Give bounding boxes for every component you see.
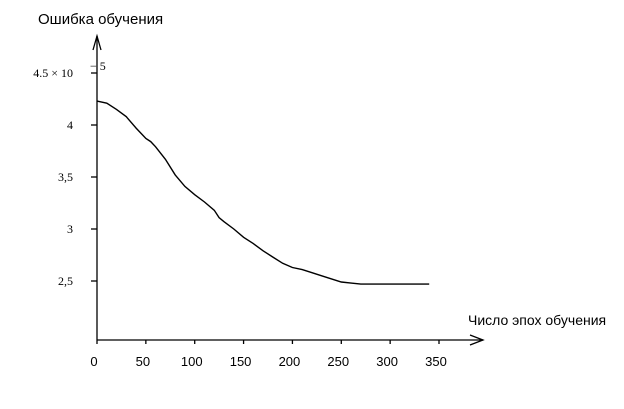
y-axis: [92, 33, 102, 340]
x-tick-label: 100: [181, 354, 203, 369]
x-tick-label: 50: [136, 354, 150, 369]
x-tick-label: 150: [230, 354, 252, 369]
series-line: [96, 100, 430, 285]
x-tick-labels: 0 50 100 150 200 250 300 350: [90, 340, 447, 369]
y-exponent-label: − 5: [90, 59, 106, 73]
x-tick-label: 0: [90, 354, 97, 369]
y-tick-label: 2,5: [58, 274, 73, 288]
x-tick-label: 250: [327, 354, 349, 369]
y-axis-title: Ошибка обучения: [38, 11, 163, 28]
x-tick-label: 350: [425, 354, 447, 369]
y-axis-arrow-icon: [92, 33, 102, 51]
y-tick-labels: 2,5 3 3,5 4 4.5 × 10: [33, 66, 97, 288]
y-tick-label: 3,5: [58, 170, 73, 184]
y-tick-label: 3: [67, 222, 73, 236]
x-tick-label: 300: [376, 354, 398, 369]
x-tick-label: 200: [279, 354, 301, 369]
series-layer: [96, 100, 430, 285]
y-tick-label: 4: [67, 118, 73, 132]
x-axis: [97, 334, 485, 346]
x-axis-title: Число эпох обучения: [468, 312, 606, 328]
y-tick-label: 4.5 × 10: [33, 66, 73, 80]
x-axis-arrow-icon: [469, 334, 485, 346]
